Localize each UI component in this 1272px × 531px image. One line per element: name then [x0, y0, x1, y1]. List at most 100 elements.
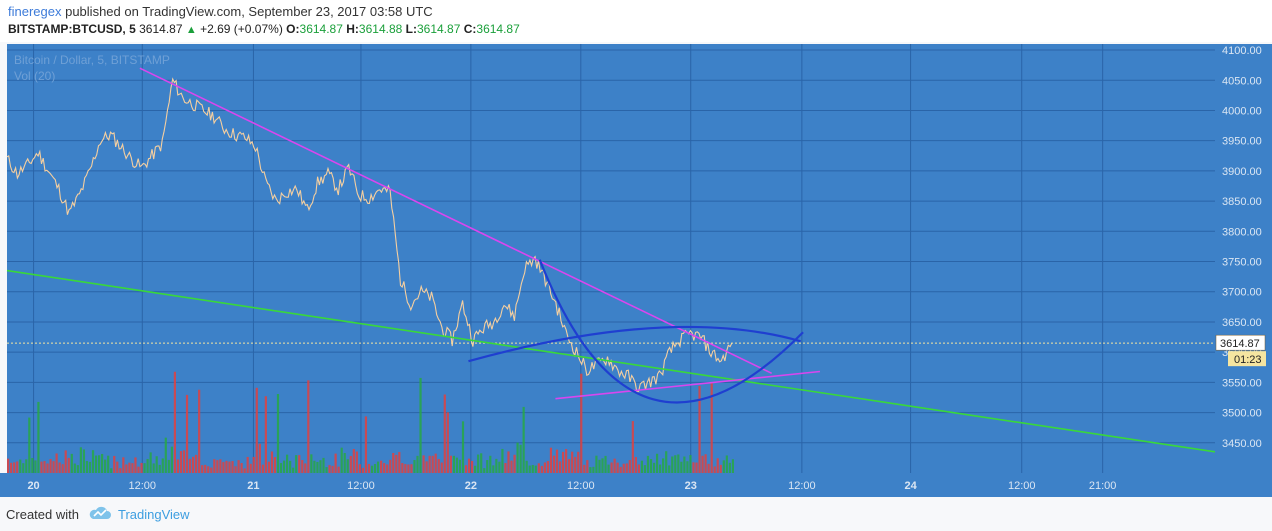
- volume-bar: [37, 401, 40, 473]
- volume-bar: [595, 455, 598, 473]
- volume-bar: [431, 455, 434, 473]
- volume-bar: [358, 464, 361, 473]
- volume-bar: [22, 463, 25, 473]
- volume-bar: [583, 464, 586, 473]
- volume-bar: [413, 460, 416, 473]
- chart-area[interactable]: 4100.00 4050.00 4000.00 3950.00 3900.00 3850.…: [0, 42, 1272, 497]
- volume-bar: [289, 460, 292, 473]
- volume-bar: [128, 462, 131, 473]
- volume-bar: [516, 442, 519, 473]
- volume-bar: [134, 457, 137, 473]
- x-tick-label: 21:00: [1089, 480, 1117, 492]
- volume-bar: [19, 459, 22, 473]
- volume-bar: [677, 454, 680, 473]
- volume-bar: [304, 463, 307, 473]
- volume-bar: [586, 460, 589, 473]
- volume-bar: [610, 462, 613, 473]
- volume-bar: [662, 458, 665, 473]
- volume-bar: [249, 463, 252, 473]
- volume-bar: [619, 466, 622, 473]
- volume-bar: [219, 459, 222, 473]
- volume-bar: [79, 447, 82, 473]
- volume-bar: [683, 456, 686, 473]
- volume-bar: [395, 454, 398, 473]
- volume-bar: [182, 450, 186, 473]
- volume-bar: [671, 456, 674, 473]
- y-tick-label: 3650.00: [1222, 317, 1262, 329]
- volume-bar: [331, 465, 334, 473]
- volume-bar: [622, 463, 625, 473]
- volume-bar: [668, 465, 671, 473]
- volume-bar: [28, 417, 31, 473]
- volume-bar: [695, 462, 698, 473]
- chart-title: Bitcoin / Dollar, 5, BITSTAMP: [14, 53, 170, 67]
- volume-bar: [634, 457, 637, 473]
- volume-bar: [61, 464, 64, 473]
- volume-bar: [546, 461, 550, 473]
- volume-bar: [228, 461, 231, 473]
- volume-bar: [616, 462, 619, 473]
- x-tick-label: 20: [27, 480, 39, 492]
- volume-bar: [458, 459, 462, 473]
- price-chart[interactable]: 4100.00 4050.00 4000.00 3950.00 3900.00 3850.…: [0, 42, 1272, 497]
- volume-bar: [389, 459, 392, 473]
- close-value: 3614.87: [476, 22, 520, 36]
- x-tick-label: 12:00: [567, 480, 595, 492]
- close-label: C:: [463, 22, 477, 36]
- volume-bar: [355, 451, 358, 473]
- volume-bar: [225, 460, 228, 473]
- cup-curve: [538, 259, 804, 404]
- volume-bar: [561, 451, 565, 473]
- volume-bar: [337, 466, 340, 473]
- volume-bar: [692, 462, 695, 473]
- volume-bar: [731, 459, 734, 473]
- volume-bar: [158, 464, 161, 473]
- volume-bar: [361, 467, 365, 473]
- author-link[interactable]: fineregex: [8, 4, 62, 19]
- volume-bar: [510, 460, 513, 473]
- last-price-badge: 3614.87: [1220, 338, 1260, 350]
- volume-bar: [710, 382, 713, 473]
- volume-bar: [201, 465, 204, 473]
- volume-bar: [525, 460, 528, 473]
- volume-bar: [52, 461, 55, 473]
- volume-bar: [164, 437, 167, 473]
- volume-bar: [655, 453, 659, 473]
- volume-bar: [97, 455, 101, 473]
- volume-bar: [319, 460, 322, 473]
- volume-bar: [719, 464, 722, 473]
- tradingview-link[interactable]: TradingView: [118, 507, 190, 522]
- volume-bar: [231, 461, 234, 473]
- volume-bar: [419, 377, 422, 473]
- price-change: +2.69 (+0.07%): [200, 22, 283, 36]
- volume-bar: [489, 455, 492, 473]
- volume-bar: [437, 459, 440, 473]
- time-axis[interactable]: [0, 473, 1272, 497]
- volume-bar: [574, 456, 577, 473]
- low-label: L:: [405, 22, 417, 36]
- rising-line: [555, 370, 821, 400]
- volume-bar: [25, 459, 28, 473]
- volume-bar: [461, 421, 465, 473]
- volume-bar: [270, 451, 274, 473]
- volume-bar: [646, 455, 650, 473]
- volume-bar: [722, 460, 725, 473]
- volume-bar: [282, 460, 286, 473]
- y-tick-label: 3750.00: [1222, 257, 1262, 269]
- volume-bar: [416, 455, 419, 473]
- volume-bar: [480, 453, 483, 473]
- volume-bar: [531, 464, 534, 473]
- volume-bar: [440, 462, 443, 473]
- time-axis-labels: 20 12:00 21 12:00 22 12:00 23 12:00 24 12:00 21:00: [27, 480, 1116, 492]
- volume-bar: [665, 451, 668, 473]
- price-axis[interactable]: [1215, 44, 1272, 473]
- volume-bar: [322, 457, 325, 473]
- volume-bar: [649, 459, 653, 473]
- volume-bar: [70, 453, 73, 473]
- volume-bar: [170, 446, 173, 473]
- volume-bar: [213, 459, 216, 473]
- volume-bar: [325, 467, 328, 473]
- volume-bar: [528, 465, 531, 473]
- volume-bar: [598, 459, 601, 473]
- up-arrow-icon: ▲: [185, 24, 197, 36]
